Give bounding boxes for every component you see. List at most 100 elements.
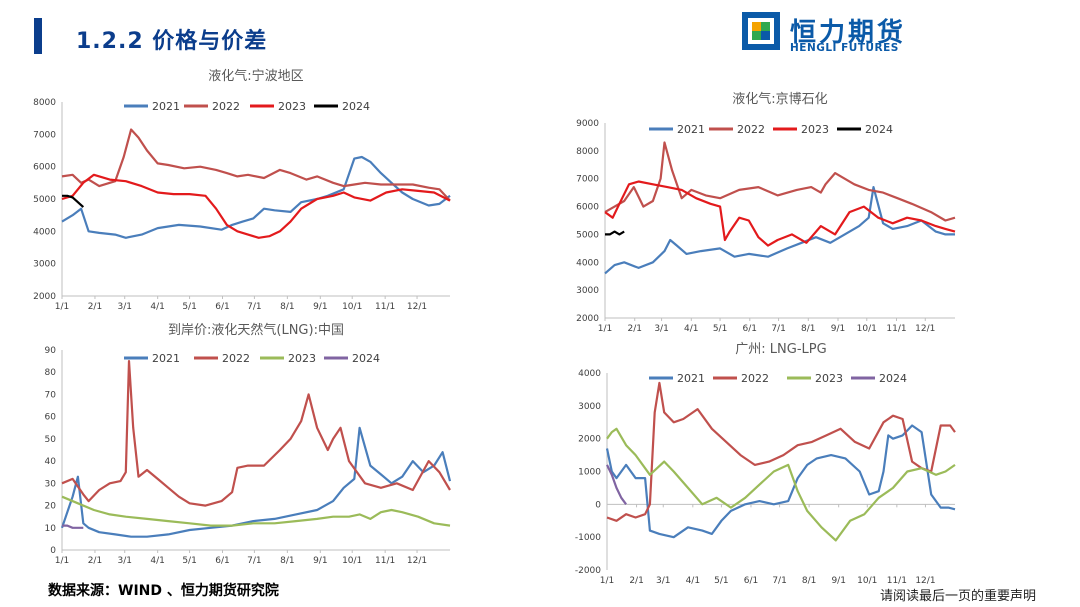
x-tick-label: 8/1 [801,324,815,334]
x-tick-label: 2/1 [88,556,102,566]
x-tick-label: 12/1 [407,302,427,312]
y-tick-label: 1000 [578,468,601,478]
x-tick-label: 3/1 [117,556,131,566]
x-tick-label: 7/1 [247,302,261,312]
y-tick-label: 20 [45,502,57,512]
y-tick-label: 60 [45,413,57,423]
y-tick-label: 5000 [33,195,56,205]
chart-title: 液化气:京博石化 [732,91,827,107]
x-tick-label: 1/1 [55,556,69,566]
series-line-2021 [60,426,452,538]
x-tick-label: 10/1 [342,556,362,566]
x-tick-label: 7/1 [771,324,785,334]
logo-mark-icon [742,12,780,50]
legend-label: 2021 [677,123,705,136]
y-tick-label: 8000 [576,147,599,157]
x-tick-label: 10/1 [857,576,877,586]
y-tick-label: 70 [45,390,57,400]
y-tick-label: 7000 [576,175,599,185]
chart-jingbo-lpg: 液化气:京博石化 2000 3000 4000 5000 6000 7000 8000 9000… [576,91,956,334]
chart-title: 液化气:宁波地区 [208,68,303,84]
series-line-2023 [61,495,451,527]
x-tick-label: 9/1 [313,302,327,312]
x-tick-label: 1/1 [600,576,614,586]
disclaimer-note: 请阅读最后一页的重要声明 [880,589,1037,604]
y-tick-label: 4000 [576,258,599,268]
x-tick-label: 8/1 [280,556,294,566]
x-tick-label: 3/1 [654,324,668,334]
y-tick-label: 3000 [578,402,601,412]
x-tick-label: 11/1 [375,556,395,566]
y-tick-label: 3000 [576,286,599,296]
y-tick-label: 6000 [33,163,56,173]
y-tick-label: 90 [45,346,57,356]
series-line-2024 [605,230,625,236]
x-tick-label: 1/1 [55,302,69,312]
x-tick-label: 5/1 [182,302,196,312]
y-tick-label: 4000 [578,369,601,379]
series-line-2022 [606,381,956,522]
y-tick-label: 8000 [33,98,56,108]
x-tick-label: 9/1 [831,576,845,586]
section-title: 1.2.2 价格与价差 [76,29,268,54]
legend-label: 2021 [152,352,180,365]
series-line-2022 [604,141,956,222]
y-tick-label: 0 [595,500,601,510]
chart-title: 广州: LNG-LPG [735,342,826,357]
y-tick-label: 0 [50,546,56,556]
x-tick-label: 12/1 [915,324,935,334]
x-tick-label: 7/1 [247,556,261,566]
chart-lng-cif-china: 到岸价:液化天然气(LNG):中国 0 10 20 30 40 50 60 70 80 90 1/1 2… [45,322,452,566]
legend-label: 2023 [278,100,306,113]
x-tick-label: 5/1 [714,576,728,586]
x-tick-label: 4/1 [686,576,700,586]
legend-label: 2024 [342,100,370,113]
x-tick-label: 3/1 [656,576,670,586]
x-tick-label: 4/1 [150,302,164,312]
y-tick-label: 50 [45,435,57,445]
x-tick-label: 11/1 [887,576,907,586]
x-tick-label: 5/1 [182,556,196,566]
x-tick-label: 6/1 [215,556,229,566]
y-tick-label: 80 [45,368,57,378]
x-tick-label: 6/1 [743,324,757,334]
y-tick-label: 3000 [33,260,56,270]
series-line-2024 [62,194,85,208]
y-tick-label: 30 [45,479,57,489]
x-tick-label: 8/1 [280,302,294,312]
x-tick-label: 6/1 [744,576,758,586]
legend-label: 2022 [212,100,240,113]
series-line-2023 [61,173,451,239]
y-tick-label: -2000 [575,566,601,576]
chart-ningbo-lpg: 液化气:宁波地区 2000 3000 4000 5000 6000 7000 8000 1/1 2… [33,68,451,312]
header-accent-bar [34,18,42,54]
legend-label: 2022 [741,372,769,385]
y-tick-label: 5000 [576,230,599,240]
legend-label: 2023 [288,352,316,365]
x-tick-label: 10/1 [857,324,877,334]
legend-label: 2024 [865,123,893,136]
x-tick-label: 6/1 [215,302,229,312]
y-tick-label: 2000 [576,314,599,324]
series-line-2023 [606,427,956,542]
y-tick-label: 2000 [33,292,56,302]
logo-text-en: HENGLI FUTURES [790,42,899,54]
legend-label: 2021 [677,372,705,385]
x-tick-label: 12/1 [915,576,935,586]
legend-label: 2022 [737,123,765,136]
x-tick-label: 11/1 [375,302,395,312]
x-tick-label: 11/1 [886,324,906,334]
company-logo: 恒力期货 HENGLI FUTURES [742,12,912,54]
x-tick-label: 4/1 [150,556,164,566]
x-tick-label: 12/1 [407,556,427,566]
y-tick-label: 10 [45,524,57,534]
chart-title: 到岸价:液化天然气(LNG):中国 [168,322,344,338]
y-tick-label: 40 [45,457,57,467]
x-tick-label: 7/1 [772,576,786,586]
y-tick-label: 4000 [33,227,56,237]
legend-label: 2024 [352,352,380,365]
x-tick-label: 1/1 [598,324,612,334]
logo-text-cn: 恒力期货 [790,18,907,48]
legend-label: 2022 [222,352,250,365]
x-tick-label: 2/1 [627,324,641,334]
